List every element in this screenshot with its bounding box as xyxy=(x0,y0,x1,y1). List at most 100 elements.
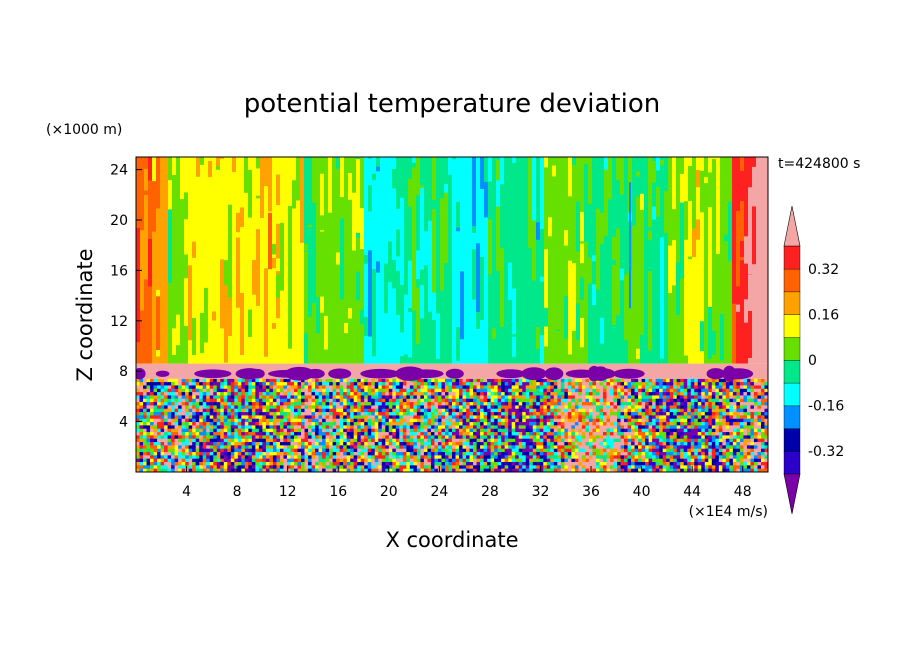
turbulence-cell xyxy=(262,445,267,450)
turbulence-cell xyxy=(230,465,235,470)
turbulence-cell xyxy=(178,388,183,393)
turbulence-cell xyxy=(234,405,239,410)
turbulence-cell xyxy=(269,428,274,433)
turbulence-cell xyxy=(269,452,274,456)
turbulence-cell xyxy=(206,405,211,410)
turbulence-cell xyxy=(437,422,442,426)
turbulence-cell xyxy=(476,462,481,466)
turbulence-cell xyxy=(339,422,344,426)
turbulence-cell xyxy=(157,442,161,446)
turbulence-cell xyxy=(441,438,446,443)
turbulence-cell xyxy=(592,398,597,403)
field-patch xyxy=(672,285,677,354)
turbulence-cell xyxy=(399,462,404,466)
turbulence-cell xyxy=(265,445,270,450)
turbulence-cell xyxy=(174,442,179,446)
turbulence-cell xyxy=(220,438,225,443)
turbulence-cell xyxy=(153,438,158,443)
turbulence-cell xyxy=(641,465,646,470)
turbulence-cell xyxy=(444,465,449,470)
turbulence-cell xyxy=(416,412,421,416)
turbulence-cell xyxy=(536,432,541,436)
turbulence-cell xyxy=(241,445,246,450)
turbulence-cell xyxy=(272,418,277,423)
turbulence-cell xyxy=(518,405,523,410)
turbulence-cell xyxy=(364,418,369,423)
turbulence-cell xyxy=(501,418,506,423)
turbulence-cell xyxy=(546,422,551,426)
turbulence-cell xyxy=(399,448,404,453)
turbulence-cell xyxy=(501,458,506,463)
turbulence-cell xyxy=(346,462,351,466)
turbulence-cell xyxy=(476,465,481,470)
turbulence-cell xyxy=(655,405,660,410)
turbulence-cell xyxy=(392,382,397,386)
turbulence-cell xyxy=(613,415,618,420)
turbulence-cell xyxy=(473,432,477,436)
turbulence-cell xyxy=(599,422,604,426)
turbulence-cell xyxy=(308,438,312,443)
turbulence-cell xyxy=(416,418,421,423)
turbulence-cell xyxy=(220,398,225,403)
turbulence-cell xyxy=(430,378,435,383)
turbulence-cell xyxy=(227,462,232,466)
turbulence-cell xyxy=(255,432,260,436)
field-patch xyxy=(588,316,593,351)
turbulence-cell xyxy=(522,468,527,472)
field-patch xyxy=(492,202,497,289)
turbulence-cell xyxy=(367,442,372,446)
turbulence-cell xyxy=(202,408,207,413)
turbulence-cell xyxy=(588,432,593,436)
turbulence-cell xyxy=(437,468,442,472)
turbulence-cell xyxy=(567,438,572,443)
turbulence-cell xyxy=(494,408,499,413)
turbulence-cell xyxy=(262,435,267,440)
turbulence-cell xyxy=(434,422,439,426)
turbulence-cell xyxy=(244,378,249,383)
field-column xyxy=(564,157,569,364)
turbulence-cell xyxy=(631,408,635,413)
field-patch xyxy=(504,260,509,331)
turbulence-cell xyxy=(631,418,635,423)
turbulence-cell xyxy=(136,392,140,396)
turbulence-cell xyxy=(638,408,642,413)
turbulence-cell xyxy=(494,412,499,416)
turbulence-cell xyxy=(378,468,383,472)
turbulence-cell xyxy=(385,385,390,390)
turbulence-cell xyxy=(515,418,520,423)
turbulence-cell xyxy=(167,405,172,410)
turbulence-cell xyxy=(659,412,664,416)
turbulence-cell xyxy=(487,418,492,423)
turbulence-cell xyxy=(153,382,158,386)
turbulence-cell xyxy=(645,445,650,450)
turbulence-cell xyxy=(143,422,147,426)
turbulence-cell xyxy=(248,442,253,446)
turbulence-cell xyxy=(557,398,562,403)
turbulence-cell xyxy=(230,442,235,446)
turbulence-cell xyxy=(448,412,453,416)
turbulence-cell xyxy=(234,418,239,423)
turbulence-cell xyxy=(388,452,393,456)
turbulence-cell xyxy=(406,442,411,446)
turbulence-cell xyxy=(157,412,161,416)
field-patch xyxy=(548,333,553,357)
turbulence-cell xyxy=(494,378,499,383)
turbulence-cell xyxy=(237,425,242,430)
turbulence-cell xyxy=(374,462,379,466)
turbulence-cell xyxy=(265,405,270,410)
turbulence-cell xyxy=(388,432,393,436)
turbulence-cell xyxy=(202,458,207,463)
turbulence-cell xyxy=(624,422,628,426)
turbulence-cell xyxy=(494,465,499,470)
turbulence-cell xyxy=(206,465,211,470)
turbulence-cell xyxy=(301,382,305,386)
turbulence-cell xyxy=(459,382,463,386)
turbulence-cell xyxy=(409,458,414,463)
turbulence-cell xyxy=(487,448,492,453)
field-patch xyxy=(352,192,357,251)
turbulence-cell xyxy=(571,415,576,420)
field-patch xyxy=(368,157,373,159)
turbulence-cell xyxy=(423,392,428,396)
turbulence-cell xyxy=(504,395,509,400)
turbulence-cell xyxy=(301,412,305,416)
